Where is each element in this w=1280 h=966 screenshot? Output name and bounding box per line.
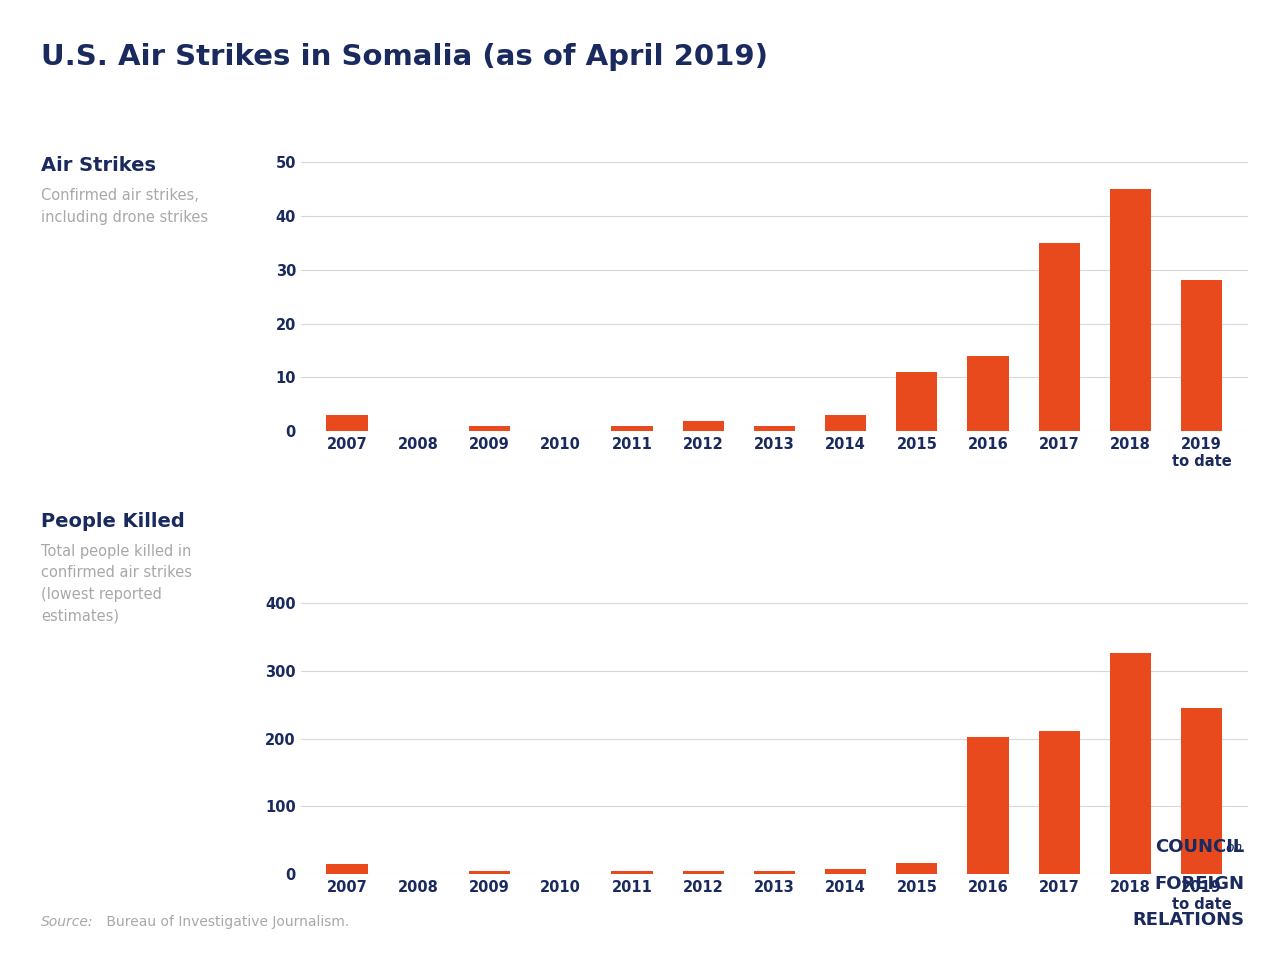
Text: RELATIONS: RELATIONS xyxy=(1132,911,1244,929)
Bar xyxy=(326,864,367,874)
Text: People Killed: People Killed xyxy=(41,512,184,531)
Text: Confirmed air strikes,
including drone strikes: Confirmed air strikes, including drone s… xyxy=(41,188,209,225)
Bar xyxy=(682,870,723,874)
Bar xyxy=(896,863,937,874)
Bar xyxy=(754,426,795,432)
Bar xyxy=(1110,653,1151,874)
Bar xyxy=(612,870,653,874)
Bar xyxy=(826,415,867,432)
Bar xyxy=(968,355,1009,432)
Bar xyxy=(468,870,511,874)
Bar xyxy=(1038,242,1080,432)
Bar xyxy=(968,737,1009,874)
Bar xyxy=(682,420,723,432)
Text: U.S. Air Strikes in Somalia (as of April 2019): U.S. Air Strikes in Somalia (as of April… xyxy=(41,43,768,71)
Text: Source:: Source: xyxy=(41,916,93,929)
Text: Air Strikes: Air Strikes xyxy=(41,156,156,176)
Text: FOREIGN: FOREIGN xyxy=(1155,874,1244,893)
Bar xyxy=(326,415,367,432)
Bar xyxy=(1038,730,1080,874)
Text: on: on xyxy=(1226,841,1243,855)
Bar xyxy=(468,426,511,432)
Bar xyxy=(1181,280,1222,432)
Text: COUNCIL: COUNCIL xyxy=(1155,838,1244,856)
Bar xyxy=(754,870,795,874)
Text: Bureau of Investigative Journalism.: Bureau of Investigative Journalism. xyxy=(102,916,349,929)
Bar xyxy=(612,426,653,432)
Bar xyxy=(826,868,867,874)
Text: Total people killed in
confirmed air strikes
(lowest reported
estimates): Total people killed in confirmed air str… xyxy=(41,544,192,624)
Bar xyxy=(1181,707,1222,874)
Bar xyxy=(1110,188,1151,432)
Bar xyxy=(896,372,937,432)
